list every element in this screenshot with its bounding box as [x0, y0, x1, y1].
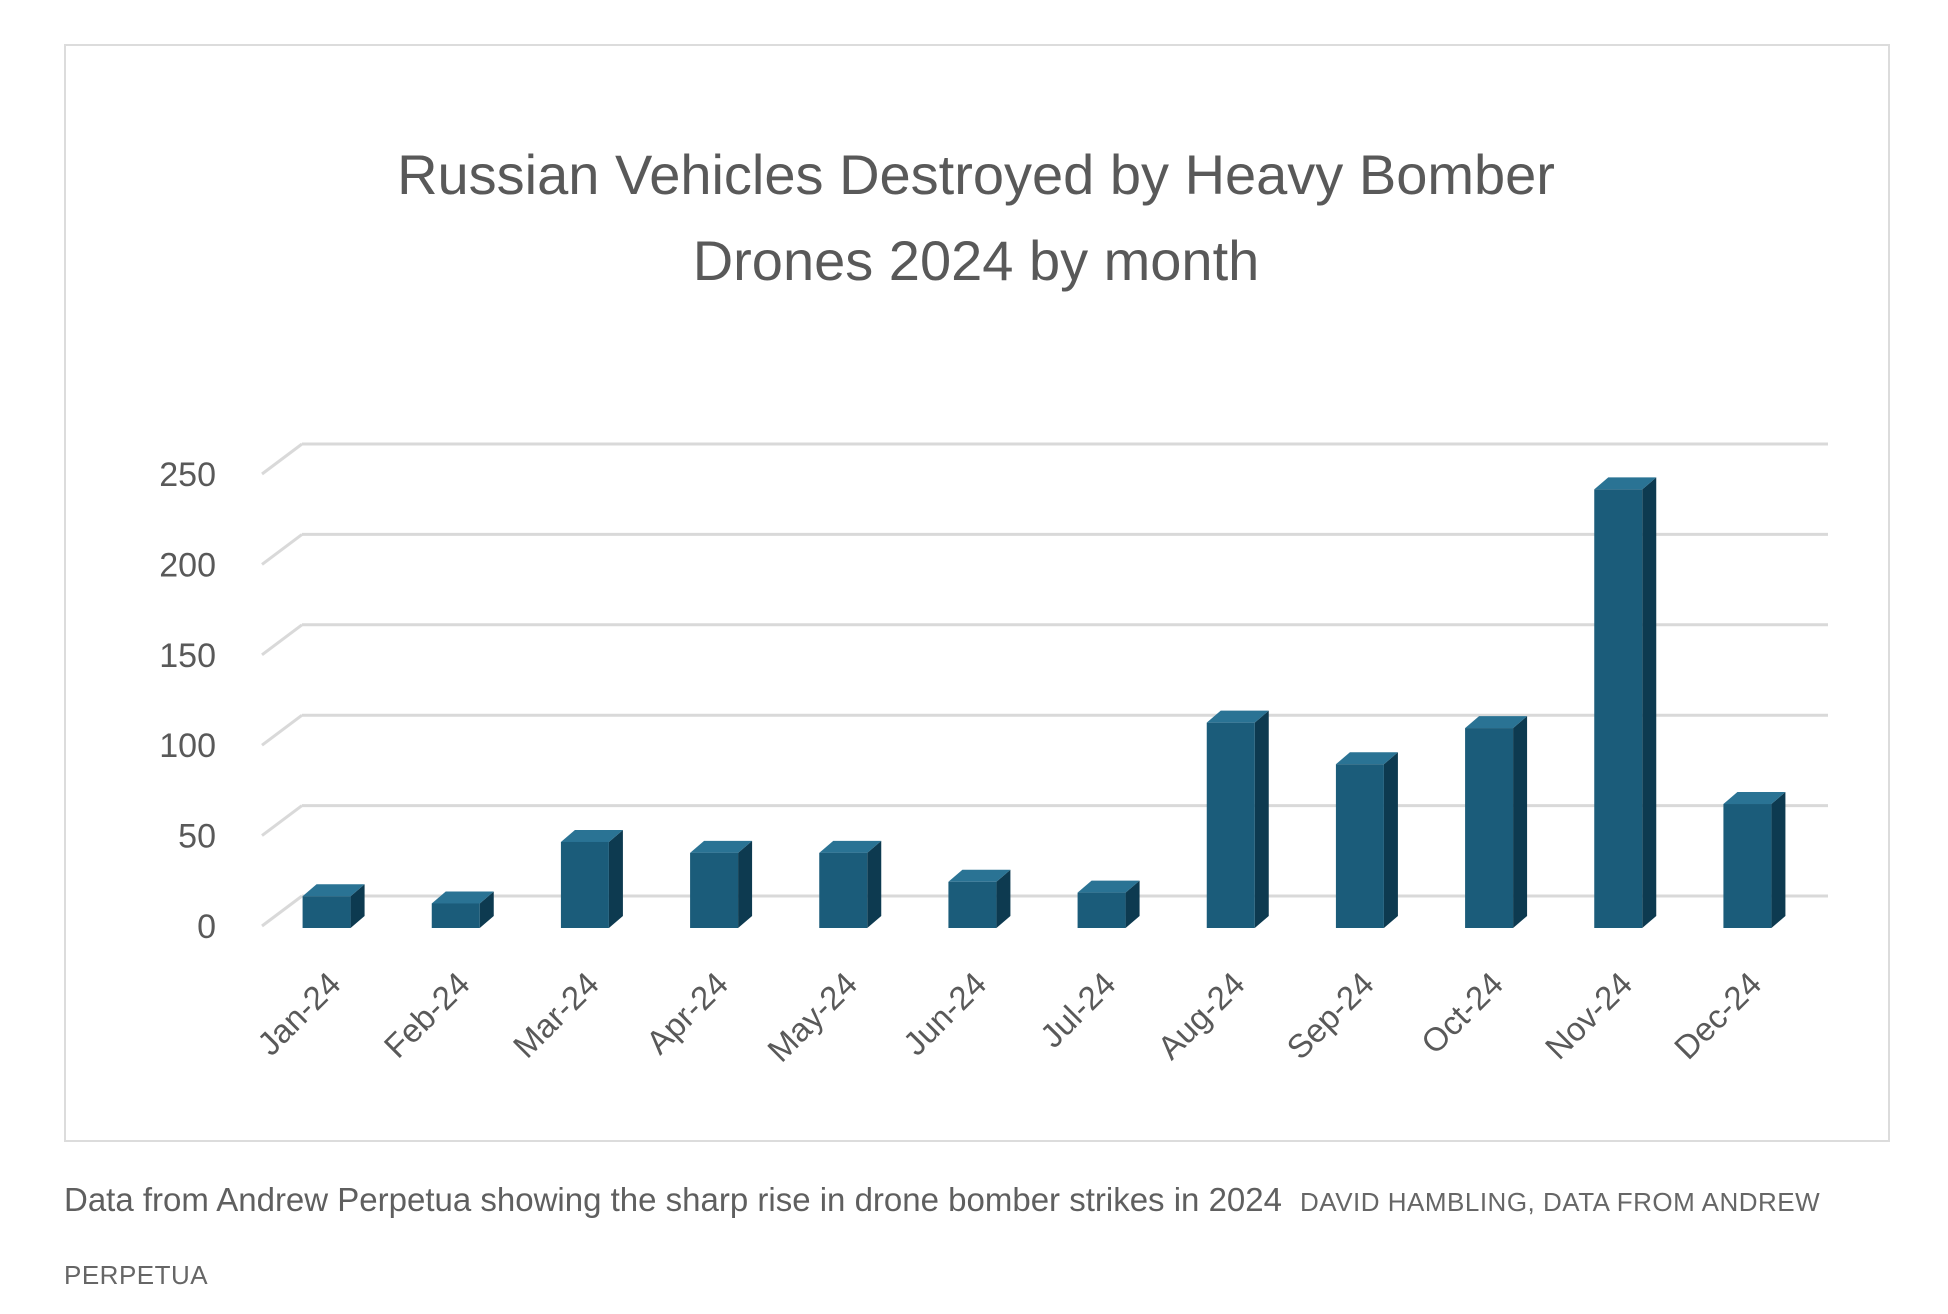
bar: [560, 829, 623, 928]
bar: [1723, 792, 1786, 928]
y-tick-label: 200: [159, 546, 216, 584]
x-tick-label: Apr-24: [639, 965, 735, 1061]
figure-caption: Data from Andrew Perpetua showing the sh…: [64, 1166, 1888, 1314]
bar: [431, 891, 494, 928]
gridline: [261, 713, 1828, 747]
y-tick-label: 250: [159, 456, 216, 494]
bar: [1206, 710, 1269, 928]
gridline: [261, 442, 1828, 476]
y-tick-labels: 0 50 100 150 200 250: [159, 456, 216, 946]
x-tick-label: May-24: [760, 965, 864, 1069]
bar: [819, 840, 882, 928]
chart-frame: [64, 44, 1890, 1142]
x-tick-label: Jun-24: [896, 965, 994, 1063]
bar: [690, 840, 753, 928]
bar: [1077, 880, 1140, 928]
chart-svg: Russian Vehicles Destroyed by Heavy Bomb…: [159, 143, 1828, 1069]
y-tick-label: 100: [159, 727, 216, 765]
x-tick-label: Sep-24: [1279, 965, 1380, 1066]
bar: [1335, 752, 1398, 928]
bar: [1465, 716, 1528, 928]
y-tick-label: 0: [197, 908, 216, 946]
y-tick-label: 50: [178, 818, 216, 856]
x-tick-label: Mar-24: [506, 965, 606, 1065]
bar: [948, 869, 1011, 928]
bar: [302, 884, 365, 928]
gridlines: [261, 442, 1828, 928]
x-tick-labels: Jan-24 Feb-24 Mar-24 Apr-24 May-24 Jun-24 Jul-…: [250, 965, 1768, 1069]
caption-text: Data from Andrew Perpetua showing the sh…: [64, 1181, 1282, 1218]
x-tick-label: Dec-24: [1667, 965, 1768, 1066]
x-tick-label: Oct-24: [1414, 965, 1510, 1061]
x-tick-label: Feb-24: [377, 965, 477, 1065]
bars: [302, 477, 1786, 928]
bar: [1594, 477, 1657, 928]
chart-figure: Russian Vehicles Destroyed by Heavy Bomb…: [64, 44, 1890, 1142]
chart-title-line-1: Russian Vehicles Destroyed by Heavy Bomb…: [397, 143, 1555, 206]
gridline: [261, 623, 1828, 656]
gridline: [261, 804, 1828, 837]
caption-credit: DAVID HAMBLING, DATA FROM ANDREW PERPETU…: [64, 1187, 1821, 1290]
x-tick-label: Jul-24: [1033, 965, 1123, 1055]
chart-title-line-2: Drones 2024 by month: [693, 229, 1260, 292]
x-tick-label: Jan-24: [250, 965, 348, 1063]
x-tick-label: Nov-24: [1538, 965, 1639, 1066]
y-tick-label: 150: [159, 637, 216, 675]
x-tick-label: Aug-24: [1150, 965, 1251, 1066]
gridline: [261, 532, 1828, 566]
gridline: [261, 894, 1828, 928]
